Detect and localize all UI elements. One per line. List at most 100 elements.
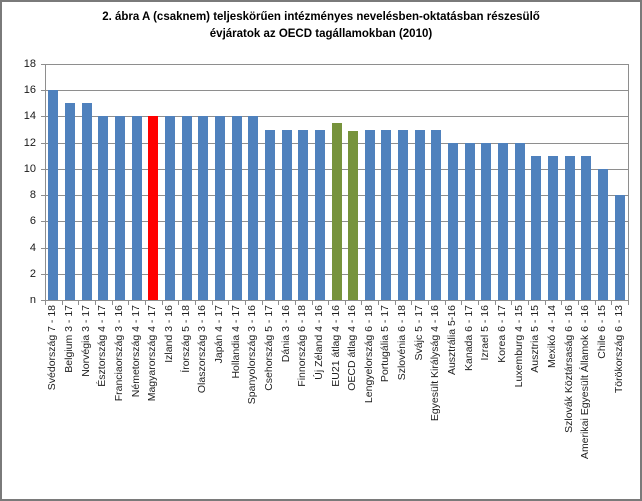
x-tick	[178, 301, 180, 305]
chart-title-line2: évjáratok az OECD tagállamokban (2010)	[209, 28, 433, 40]
x-axis-category-label: Magyarország 4 - 17	[146, 305, 159, 402]
x-axis-category-label: Ausztria 5 - 15	[529, 305, 542, 373]
x-axis-category-label: EU21 átlag 4 - 16	[329, 305, 342, 387]
x-axis-category-label: Szlovénia 6 - 18	[396, 305, 409, 381]
x-tick	[278, 301, 280, 305]
x-tick	[594, 301, 596, 305]
x-tick	[311, 301, 313, 305]
x-axis-category-label: Spanyolország 3 - 16	[246, 305, 259, 405]
x-tick	[444, 301, 446, 305]
x-tick	[161, 301, 163, 305]
x-tick	[261, 301, 263, 305]
y-axis-tick-label: 16	[23, 84, 36, 97]
bar	[581, 155, 592, 300]
bar	[364, 129, 375, 300]
bar	[414, 129, 425, 300]
x-tick	[144, 301, 146, 305]
x-tick	[461, 301, 463, 305]
x-axis-category-label: Mexikó 4 - 14	[546, 305, 559, 369]
x-tick	[211, 301, 213, 305]
x-tick	[528, 301, 530, 305]
chart-title-line1: 2. ábra A (csaknem) teljeskörűen intézmé…	[102, 11, 540, 23]
x-axis-category-label: Lengyelország 6 - 18	[362, 305, 375, 404]
x-axis-category-label: Olaszország 3 - 16	[196, 305, 209, 394]
y-axis-tick-label: 2	[29, 267, 36, 280]
x-tick	[394, 301, 396, 305]
x-tick	[61, 301, 63, 305]
x-axis-category-label: Németország 4 - 17	[129, 305, 142, 398]
bar	[331, 123, 342, 300]
y-axis-tick-label: n	[29, 294, 36, 306]
bar	[398, 129, 409, 300]
y-tick	[41, 90, 45, 92]
x-axis-category-label: Hollandia 4 - 17	[229, 305, 242, 379]
bar	[181, 116, 192, 300]
bar	[298, 129, 309, 300]
x-tick	[344, 301, 346, 305]
bar	[514, 142, 525, 300]
x-tick	[111, 301, 113, 305]
x-tick	[228, 301, 230, 305]
x-tick	[411, 301, 413, 305]
bar	[214, 116, 225, 300]
x-axis-line	[45, 300, 629, 301]
bar	[264, 129, 275, 300]
x-tick	[45, 301, 46, 305]
x-axis-category-label: Japán 4 - 17	[212, 305, 225, 364]
bar	[531, 155, 542, 300]
y-tick	[41, 300, 45, 301]
gridline	[45, 64, 628, 65]
bar	[614, 195, 625, 300]
y-tick	[41, 195, 45, 197]
x-tick	[511, 301, 513, 305]
x-tick	[628, 301, 629, 305]
y-axis-tick-label: 8	[29, 189, 36, 202]
x-tick	[94, 301, 96, 305]
bar	[464, 142, 475, 300]
x-tick	[578, 301, 580, 305]
x-tick	[361, 301, 363, 305]
bar	[64, 103, 75, 300]
chart-title: 2. ábra A (csaknem) teljeskörűen intézmé…	[2, 9, 640, 43]
bar	[164, 116, 175, 300]
x-axis-category-label: Izrael 5 - 16	[479, 305, 492, 361]
gridline	[45, 116, 628, 118]
x-tick	[128, 301, 130, 305]
x-axis-category-label: Amerikai Egyesült Államok 6 - 16	[579, 305, 592, 460]
x-axis-category-label: Belgium 3 - 17	[63, 305, 75, 373]
x-axis-category-label: Ausztrália 5-16	[446, 305, 459, 376]
x-axis-category-label: Új Zéland 4 - 16	[312, 305, 325, 380]
x-axis-category-label: Írország 5 - 18	[179, 305, 192, 373]
x-tick	[294, 301, 296, 305]
x-axis-category-label: Törökország 6 - 13	[612, 305, 625, 394]
x-axis-category-label: Chile 6 - 15	[596, 305, 608, 359]
x-axis-category-label: Csehország 5 - 17	[262, 305, 275, 391]
x-axis-category-label: Finnország 6 - 18	[296, 305, 309, 387]
bar	[131, 116, 142, 300]
bar	[114, 116, 125, 300]
bar	[48, 90, 59, 300]
bar	[564, 155, 575, 300]
x-axis-category-label: Egyesült Királyság 4 - 16	[429, 305, 442, 422]
bar	[381, 129, 392, 300]
bar	[348, 130, 359, 300]
x-axis-category-label: Luxemburg 4 - 15	[512, 305, 525, 388]
x-tick	[544, 301, 546, 305]
y-axis-tick-label: 18	[23, 58, 36, 70]
y-axis-tick-label: 6	[29, 215, 36, 228]
bar	[231, 116, 242, 300]
bar	[498, 142, 509, 300]
bar	[98, 116, 109, 300]
y-tick	[41, 273, 45, 275]
bar	[198, 116, 209, 300]
y-axis-tick-label: 12	[23, 136, 36, 149]
bar	[548, 155, 559, 300]
x-axis-category-label: Svájc 5 - 17	[412, 305, 425, 361]
gridline	[45, 90, 628, 92]
x-axis-category-label: Dánia 3 - 16	[279, 305, 292, 363]
y-tick	[41, 142, 45, 144]
y-axis-line	[45, 64, 46, 300]
x-axis-category-label: Franciaország 3 - 16	[112, 305, 125, 402]
x-axis-category-label: Szlovák Köztársaság 6 - 16	[562, 305, 575, 433]
